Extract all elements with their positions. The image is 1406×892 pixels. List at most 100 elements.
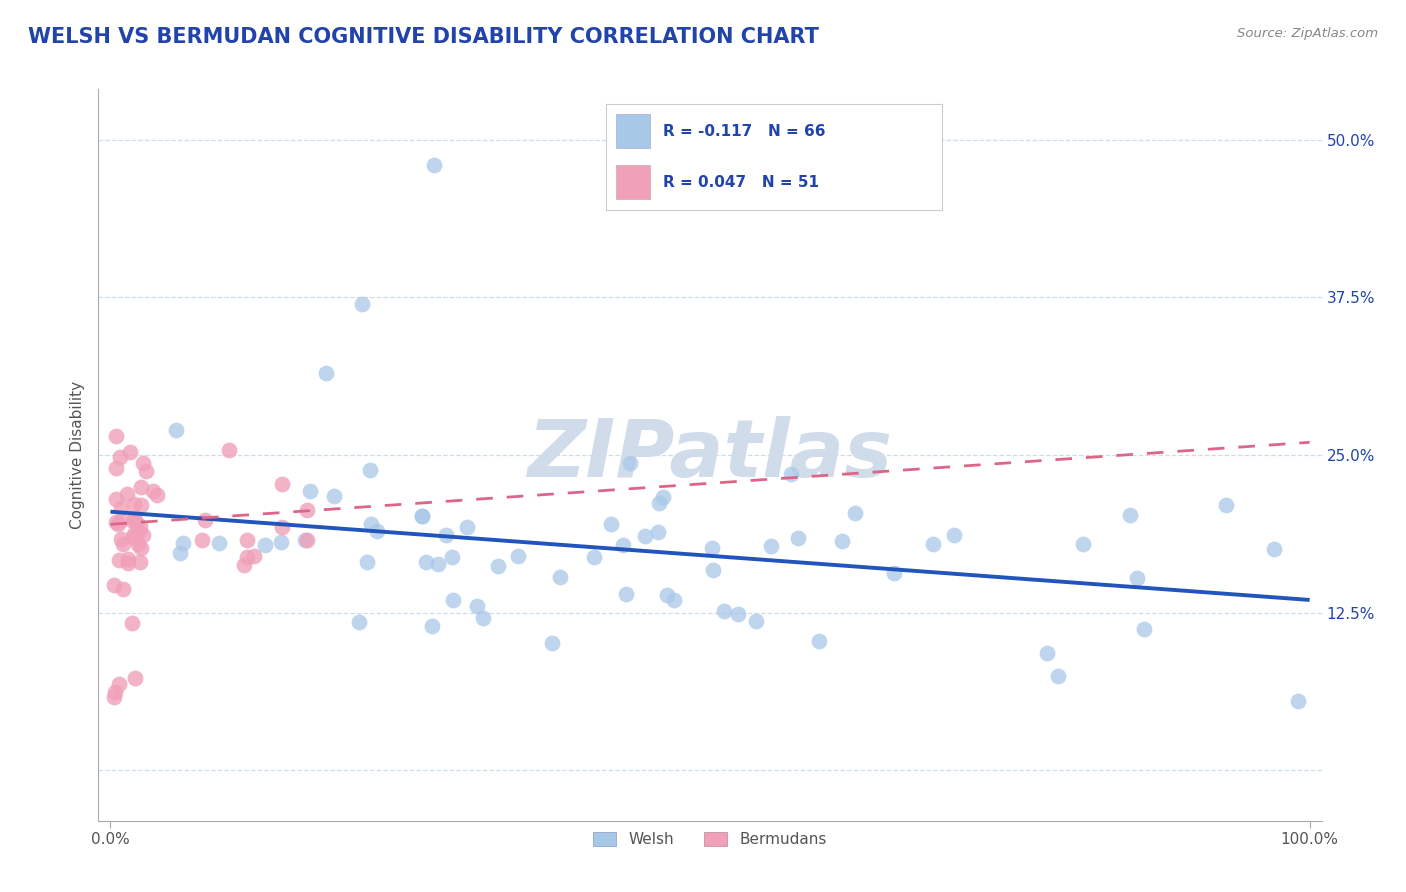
Point bbox=[1035, 646, 1057, 660]
Point bbox=[508, 549, 530, 564]
Text: WELSH VS BERMUDAN COGNITIVE DISABILITY CORRELATION CHART: WELSH VS BERMUDAN COGNITIVE DISABILITY C… bbox=[28, 27, 818, 46]
Point bbox=[1133, 623, 1156, 637]
Point bbox=[117, 556, 139, 570]
Point bbox=[297, 533, 319, 547]
Point bbox=[115, 487, 138, 501]
Point bbox=[441, 592, 464, 607]
Point bbox=[548, 570, 571, 584]
Point bbox=[132, 456, 155, 470]
Point bbox=[323, 489, 346, 503]
Point bbox=[124, 671, 146, 685]
Point bbox=[110, 500, 132, 515]
Point bbox=[129, 498, 152, 512]
Point bbox=[352, 296, 374, 310]
Point bbox=[415, 555, 437, 569]
Point bbox=[111, 582, 134, 597]
Point bbox=[600, 516, 623, 531]
Text: ZIPatlas: ZIPatlas bbox=[527, 416, 893, 494]
Point bbox=[486, 559, 509, 574]
Point bbox=[165, 423, 187, 437]
Point bbox=[142, 484, 165, 499]
Point bbox=[132, 528, 155, 542]
Point bbox=[434, 528, 457, 542]
Point bbox=[359, 463, 381, 477]
Point bbox=[129, 519, 152, 533]
Point bbox=[135, 464, 157, 478]
Point bbox=[612, 538, 634, 552]
Point bbox=[360, 517, 382, 532]
Point bbox=[191, 533, 214, 548]
Y-axis label: Cognitive Disability: Cognitive Disability bbox=[70, 381, 86, 529]
Point bbox=[103, 577, 125, 591]
Point bbox=[844, 506, 866, 520]
Point bbox=[103, 690, 125, 704]
Point bbox=[236, 533, 259, 547]
Point bbox=[652, 491, 675, 505]
Point bbox=[129, 541, 152, 555]
Point bbox=[787, 531, 810, 545]
Point bbox=[779, 467, 801, 481]
Point bbox=[110, 513, 132, 527]
Point bbox=[366, 524, 388, 538]
Point bbox=[110, 532, 132, 546]
Point bbox=[411, 509, 433, 524]
Point bbox=[456, 520, 478, 534]
Point bbox=[634, 529, 657, 543]
Point bbox=[426, 558, 449, 572]
Point bbox=[942, 528, 965, 542]
Point bbox=[145, 488, 167, 502]
Point bbox=[208, 535, 231, 549]
Point bbox=[441, 549, 464, 564]
Point bbox=[122, 497, 145, 511]
Point bbox=[614, 587, 637, 601]
Point bbox=[112, 537, 135, 551]
Point bbox=[105, 429, 128, 443]
Point bbox=[883, 566, 905, 581]
Point bbox=[121, 530, 143, 544]
Point bbox=[465, 599, 488, 613]
Point bbox=[619, 456, 641, 470]
Point bbox=[662, 593, 685, 607]
Point bbox=[472, 610, 495, 624]
Point bbox=[129, 555, 152, 569]
Point bbox=[297, 502, 319, 516]
Point bbox=[423, 158, 446, 172]
Point bbox=[122, 527, 145, 541]
Point bbox=[107, 517, 129, 532]
Point bbox=[1286, 694, 1309, 708]
Point bbox=[713, 604, 735, 618]
Point bbox=[253, 538, 276, 552]
Point bbox=[420, 619, 443, 633]
Point bbox=[270, 535, 292, 549]
Point bbox=[831, 533, 853, 548]
Point bbox=[298, 484, 321, 499]
Point bbox=[243, 549, 266, 563]
Point bbox=[702, 563, 724, 577]
Point bbox=[271, 477, 294, 491]
Point bbox=[411, 508, 433, 523]
Point bbox=[117, 552, 139, 566]
Point bbox=[702, 541, 724, 555]
Point bbox=[727, 607, 749, 622]
Point bbox=[1215, 499, 1237, 513]
Point bbox=[583, 550, 606, 565]
Point bbox=[127, 537, 149, 551]
Point bbox=[104, 492, 127, 507]
Point bbox=[294, 533, 316, 547]
Point bbox=[105, 461, 128, 475]
Point bbox=[1119, 508, 1142, 522]
Point bbox=[104, 685, 127, 699]
Point bbox=[807, 634, 830, 648]
Point bbox=[125, 515, 148, 529]
Point bbox=[271, 519, 294, 533]
Text: Source: ZipAtlas.com: Source: ZipAtlas.com bbox=[1237, 27, 1378, 40]
Point bbox=[541, 635, 564, 649]
Point bbox=[121, 615, 143, 630]
Point bbox=[759, 539, 782, 553]
Point bbox=[315, 366, 337, 380]
Point bbox=[169, 546, 191, 560]
Point bbox=[194, 513, 217, 527]
Point bbox=[118, 444, 141, 458]
Point bbox=[922, 536, 945, 550]
Point bbox=[218, 443, 240, 458]
